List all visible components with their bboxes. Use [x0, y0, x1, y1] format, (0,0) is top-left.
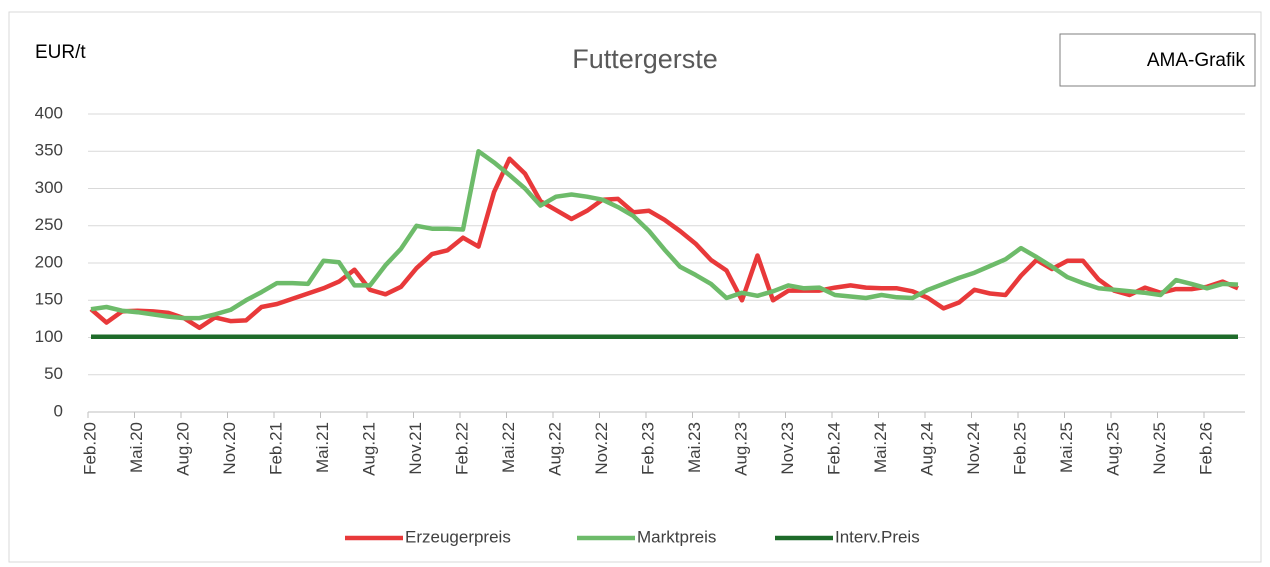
x-tick-label: Aug.25	[1103, 422, 1122, 476]
y-tick-label: 200	[35, 252, 63, 271]
x-tick-label: Mai.20	[127, 422, 146, 473]
x-tick-label: Feb.24	[824, 422, 843, 475]
annotation-box	[1059, 33, 1256, 87]
x-tick-label: Mai.24	[871, 422, 890, 473]
x-tick-label: Mai.23	[685, 422, 704, 473]
x-tick-label: Nov.24	[964, 422, 983, 475]
x-tick-label: Nov.21	[406, 422, 425, 475]
x-tick-label: Mai.21	[313, 422, 332, 473]
x-tick-label: Mai.25	[1057, 422, 1076, 473]
annotation: AMA-Grafik	[1147, 50, 1246, 71]
x-tick-label: Aug.23	[731, 422, 750, 476]
y-tick-label: 100	[35, 327, 63, 346]
legend-label: Interv.Preis	[835, 527, 920, 546]
x-tick-label: Nov.20	[220, 422, 239, 475]
x-tick-label: Aug.21	[359, 422, 378, 476]
x-tick-label: Feb.26	[1196, 422, 1215, 475]
x-tick-label: Feb.23	[638, 422, 657, 475]
x-tick-label: Feb.22	[452, 422, 471, 475]
y-tick-label: 400	[35, 103, 63, 122]
x-tick-label: Nov.22	[592, 422, 611, 475]
x-tick-label: Feb.21	[266, 422, 285, 475]
x-tick-label: Aug.22	[545, 422, 564, 476]
chart-title: Futtergerste	[572, 44, 718, 74]
y-axis-label: EUR/t	[35, 42, 86, 63]
x-tick-label: Mai.22	[499, 422, 518, 473]
legend-label: Marktpreis	[637, 527, 716, 546]
x-tick-label: Nov.25	[1150, 422, 1169, 475]
y-tick-label: 300	[35, 178, 63, 197]
x-tick-label: Aug.24	[917, 422, 936, 476]
x-tick-label: Feb.25	[1010, 422, 1029, 475]
y-tick-label: 350	[35, 141, 63, 160]
series-line	[90, 149, 1239, 321]
x-tick-label: Feb.20	[80, 422, 99, 475]
y-tick-label: 50	[44, 364, 63, 383]
y-tick-label: 150	[35, 290, 63, 309]
chart-border	[8, 11, 1262, 563]
legend-label: Erzeugerpreis	[405, 527, 511, 546]
y-tick-label: 250	[35, 215, 63, 234]
x-tick-label: Nov.23	[778, 422, 797, 475]
x-tick-label: Aug.20	[173, 422, 192, 476]
y-tick-label: 0	[54, 401, 63, 420]
